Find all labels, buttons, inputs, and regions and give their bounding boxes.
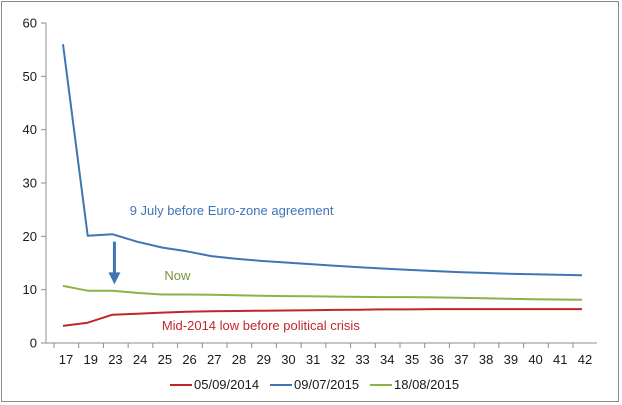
- annotation-label-2: Mid-2014 low before political crisis: [162, 318, 360, 333]
- x-tick-label: 35: [405, 352, 419, 367]
- x-tick-label: 28: [232, 352, 246, 367]
- x-tick-label: 38: [479, 352, 493, 367]
- y-tick-label: 40: [23, 122, 37, 137]
- x-tick-label: 24: [133, 352, 147, 367]
- legend-label-2: 18/08/2015: [394, 377, 459, 392]
- annotation-label-0: 9 July before Euro-zone agreement: [130, 203, 334, 218]
- series-layer: [62, 44, 583, 327]
- x-tick-label: 41: [553, 352, 567, 367]
- y-tick-label: 10: [23, 282, 37, 297]
- x-tick-label: 36: [429, 352, 443, 367]
- legend-label-1: 09/07/2015: [294, 377, 359, 392]
- x-tick-label: 42: [578, 352, 592, 367]
- y-tick-label: 30: [23, 176, 37, 191]
- x-tick-label: 25: [158, 352, 172, 367]
- annotation-layer: 9 July before Euro-zone agreement Now Mid-…: [108, 203, 360, 333]
- x-tick-label: 33: [355, 352, 369, 367]
- y-tick-label: 20: [23, 229, 37, 244]
- y-tick-label: 50: [23, 69, 37, 84]
- x-tick-label: 30: [281, 352, 295, 367]
- x-tick-label: 26: [182, 352, 196, 367]
- series-line-0: [62, 308, 582, 327]
- x-tick-label: 19: [83, 352, 97, 367]
- x-axis: 17 19 23 24 25 26 27 28 29 30 31 32 33 34 35 36 37 38 39 40…: [46, 342, 597, 367]
- series-line-2: [62, 284, 583, 301]
- x-tick-label: 27: [207, 352, 221, 367]
- x-tick-label: 40: [528, 352, 542, 367]
- legend-label-0: 05/09/2014: [194, 377, 259, 392]
- y-tick-label: 60: [23, 16, 37, 31]
- y-axis: 0 10 20 30 40 50 60: [23, 16, 47, 351]
- x-tick-label: 32: [331, 352, 345, 367]
- x-tick-label: 29: [256, 352, 270, 367]
- x-tick-label: 39: [504, 352, 518, 367]
- series-line-1: [62, 44, 583, 277]
- x-tick-label: 23: [108, 352, 122, 367]
- legend: 05/09/2014 09/07/2015 18/08/2015: [170, 377, 459, 392]
- annotation-label-1: Now: [164, 268, 191, 283]
- x-tick-label: 34: [380, 352, 394, 367]
- arrow-head: [108, 272, 121, 285]
- y-tick-label: 0: [30, 336, 37, 351]
- x-tick-label: 17: [59, 352, 73, 367]
- x-tick-label: 31: [306, 352, 320, 367]
- x-tick-label: 37: [454, 352, 468, 367]
